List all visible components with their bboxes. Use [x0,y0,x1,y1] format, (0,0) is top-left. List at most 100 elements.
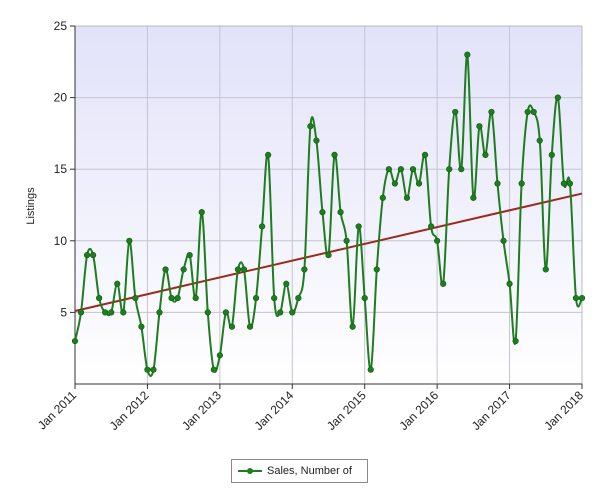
sales-point [180,266,187,273]
sales-point [277,309,284,316]
sales-point [337,209,344,216]
x-tick-label: Jan 2017 [469,388,514,433]
sales-point [289,309,296,316]
sales-point [415,180,423,187]
sales-point [283,280,290,287]
sales-point [343,237,350,244]
sales-point [138,323,145,330]
sales-point [114,280,121,287]
sales-point [476,123,483,130]
sales-point [355,223,362,230]
sales-point [216,352,223,359]
sales-point [518,180,525,187]
sales-point [560,180,567,187]
plot-background [75,26,582,384]
sales-point [77,309,85,316]
sales-point [313,137,320,144]
sales-point [307,123,314,130]
sales-point [403,194,411,201]
sales-point [271,294,278,302]
y-tick-label: 10 [54,234,68,248]
sales-point [470,194,477,201]
x-tick-label: Jan 2014 [252,388,297,433]
sales-point [246,323,254,330]
sales-point [446,166,453,173]
sales-point [464,51,471,58]
axes [70,25,583,389]
sales-point [482,151,489,158]
sales-point [452,108,459,116]
sales-point [331,151,338,158]
sales-point [391,180,398,187]
sales-point [90,252,97,259]
sales-point [186,252,193,259]
sales-point [421,151,429,158]
y-tick-label: 25 [54,19,68,33]
sales-point [530,108,537,116]
sales-point [566,180,574,187]
sales-point [150,366,157,373]
sales-point [500,237,507,244]
sales-point [506,280,513,287]
sales-point [524,108,531,116]
sales-point [536,137,543,144]
sales-point [548,151,555,158]
sales-point [120,309,127,316]
sales-point [301,266,308,273]
y-axis-title: Listings [25,187,37,225]
x-tick-label: Jan 2012 [107,388,152,433]
sales-point [379,194,386,201]
sales-point [367,366,374,373]
sales-point [192,294,199,302]
x-tick-label: Jan 2013 [179,388,224,433]
sales-point [204,309,211,316]
sales-point [126,237,133,244]
sales-point [397,166,405,173]
sales-point [144,366,151,373]
sales-point [385,166,392,173]
sales-point [578,294,586,302]
legend: Sales, Number of [231,459,368,483]
sales-point [295,294,302,302]
legend-marker [247,468,253,474]
sales-point [234,266,242,273]
legend-swatch [238,465,262,477]
sales-point [542,266,549,273]
sales-point [198,209,205,216]
sales-point [210,366,217,373]
sales-point [512,337,519,345]
x-tick-label: Jan 2018 [541,388,586,433]
sales-point [96,294,103,302]
sales-point [102,309,109,316]
sales-point [259,223,266,230]
x-tick-label: Jan 2016 [396,388,441,433]
sales-point [265,151,272,158]
sales-point [174,294,181,302]
sales-point [440,280,447,287]
sales-point [240,266,248,273]
sales-point [325,252,332,259]
sales-point [71,337,79,345]
sales-point [132,294,139,302]
sales-point [162,266,169,273]
sales-point [458,166,465,173]
sales-point [168,294,175,302]
sales-point [488,108,495,116]
sales-point [554,94,561,101]
sales-point [434,237,441,244]
x-tick-label: Jan 2015 [324,388,369,433]
sales-point [409,166,417,173]
sales-point [428,223,435,230]
sales-series [71,51,586,377]
sales-point [252,294,260,302]
y-tick-label: 20 [54,91,68,105]
sales-point [108,309,115,316]
y-tick-label: 15 [54,162,68,176]
sales-point [83,252,91,259]
sales-point [156,309,163,316]
sales-point [349,323,356,330]
sales-point [222,309,229,316]
sales-point [319,209,326,216]
